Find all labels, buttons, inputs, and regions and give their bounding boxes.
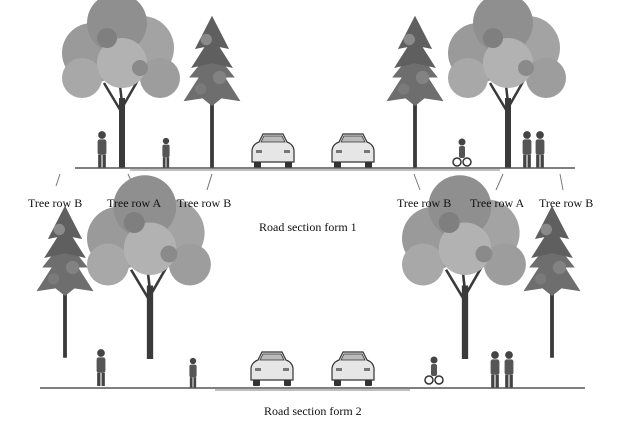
small-tree-icon	[36, 205, 94, 358]
car-icon	[331, 133, 375, 169]
pedestrian-icon	[490, 351, 500, 388]
label-tree-row-b-left-inner: Tree row B	[177, 196, 232, 210]
car-icon	[250, 351, 294, 387]
pedestrian-icon	[96, 349, 106, 386]
pedestrian-icon	[189, 357, 197, 388]
caption-section-1: Road section form 1	[259, 220, 357, 234]
pointer-arrow	[55, 173, 61, 187]
label-tree-row-a-right: Tree row A	[470, 196, 525, 210]
small-tree-icon	[386, 15, 444, 168]
label-tree-row-a-left: Tree row A	[107, 196, 162, 210]
large-tree-icon	[446, 0, 568, 170]
car-icon	[251, 133, 295, 169]
large-tree-icon	[60, 0, 182, 170]
pedestrian-icon	[504, 351, 514, 388]
label-tree-row-b-left: Tree row B	[28, 196, 83, 210]
small-tree-icon	[523, 205, 581, 358]
pointer-arrow	[413, 173, 421, 191]
pointer-arrow	[206, 173, 213, 191]
cyclist-icon	[424, 355, 444, 385]
pedestrian-icon	[162, 137, 170, 168]
cyclist-icon	[452, 137, 472, 167]
car-icon	[331, 351, 375, 387]
caption-section-2: Road section form 2	[264, 404, 362, 418]
pointer-arrow	[495, 173, 504, 191]
pointer-arrow	[559, 173, 564, 191]
pedestrian-icon	[97, 131, 107, 168]
pedestrian-icon	[535, 131, 545, 168]
label-tree-row-b-right-inner: Tree row B	[397, 196, 452, 210]
small-tree-icon	[183, 15, 241, 168]
label-tree-row-b-right: Tree row B	[539, 196, 594, 210]
pedestrian-icon	[522, 131, 532, 168]
